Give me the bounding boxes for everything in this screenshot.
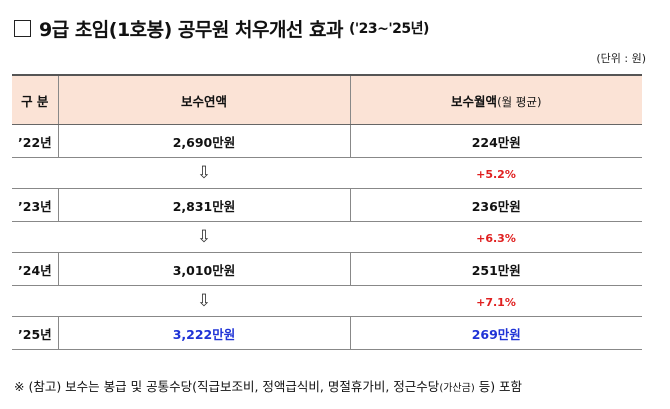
header-annual: 보수연액 <box>57 74 350 125</box>
salary-table: 구 분 보수연액 보수월액(월 평균) ’22년 2,690만원 224만원 ⇩… <box>12 74 642 350</box>
title-period: ('23~'25년) <box>349 21 429 37</box>
row-monthly-highlight: 269만원 <box>349 316 642 350</box>
footnote: ※ (참고) 보수는 봉급 및 공통수당(직급보조비, 정액급식비, 명절휴가비… <box>14 376 522 395</box>
increase-rate: +5.2% <box>476 167 516 181</box>
row-year: ’24년 <box>12 252 58 286</box>
title-main: 9급 초임(1호봉) 공무원 처우개선 효과 <box>39 18 344 41</box>
footnote-small: (가산금) <box>439 383 475 394</box>
down-arrow-icon: ⇩ <box>196 291 212 311</box>
footnote-prefix: ※ (참고) 보수는 봉급 및 공통수당(직급보조비, 정액급식비, 명절휴가비… <box>14 379 440 394</box>
page-title: 9급 초임(1호봉) 공무원 처우개선 효과 ('23~'25년) <box>14 14 429 42</box>
row-monthly: 224만원 <box>349 124 642 158</box>
row-annual-highlight: 3,222만원 <box>57 316 350 350</box>
increase-row: ⇩ +5.2% <box>12 158 642 189</box>
header-monthly: 보수월액(월 평균) <box>349 74 642 125</box>
row-annual: 3,010만원 <box>57 252 350 286</box>
row-annual: 2,690만원 <box>57 124 350 158</box>
increase-row: ⇩ +6.3% <box>12 222 642 253</box>
row-monthly: 236만원 <box>349 188 642 222</box>
header-monthly-note: (월 평균) <box>497 94 542 109</box>
table-row: ’24년 3,010만원 251만원 <box>12 252 642 286</box>
checkbox-icon <box>14 19 31 37</box>
down-arrow-icon: ⇩ <box>196 227 212 247</box>
increase-row: ⇩ +7.1% <box>12 286 642 317</box>
row-year: ’23년 <box>12 188 58 222</box>
row-monthly: 251만원 <box>349 252 642 286</box>
table-header-row: 구 분 보수연액 보수월액(월 평균) <box>12 74 642 125</box>
increase-rate: +7.1% <box>476 295 516 309</box>
header-monthly-label: 보수월액 <box>451 93 498 109</box>
footnote-suffix: 등) 포함 <box>474 379 523 394</box>
increase-rate: +6.3% <box>476 231 516 245</box>
unit-note: (단위 : 원) <box>596 52 646 65</box>
table-row: ’23년 2,831만원 236만원 <box>12 188 642 222</box>
table-row: ’22년 2,690만원 224만원 <box>12 124 642 158</box>
down-arrow-icon: ⇩ <box>196 163 212 183</box>
row-year: ’22년 <box>12 124 58 158</box>
table-row: ’25년 3,222만원 269만원 <box>12 316 642 350</box>
row-year: ’25년 <box>12 316 58 350</box>
row-annual: 2,831만원 <box>57 188 350 222</box>
header-category: 구 분 <box>12 74 58 125</box>
